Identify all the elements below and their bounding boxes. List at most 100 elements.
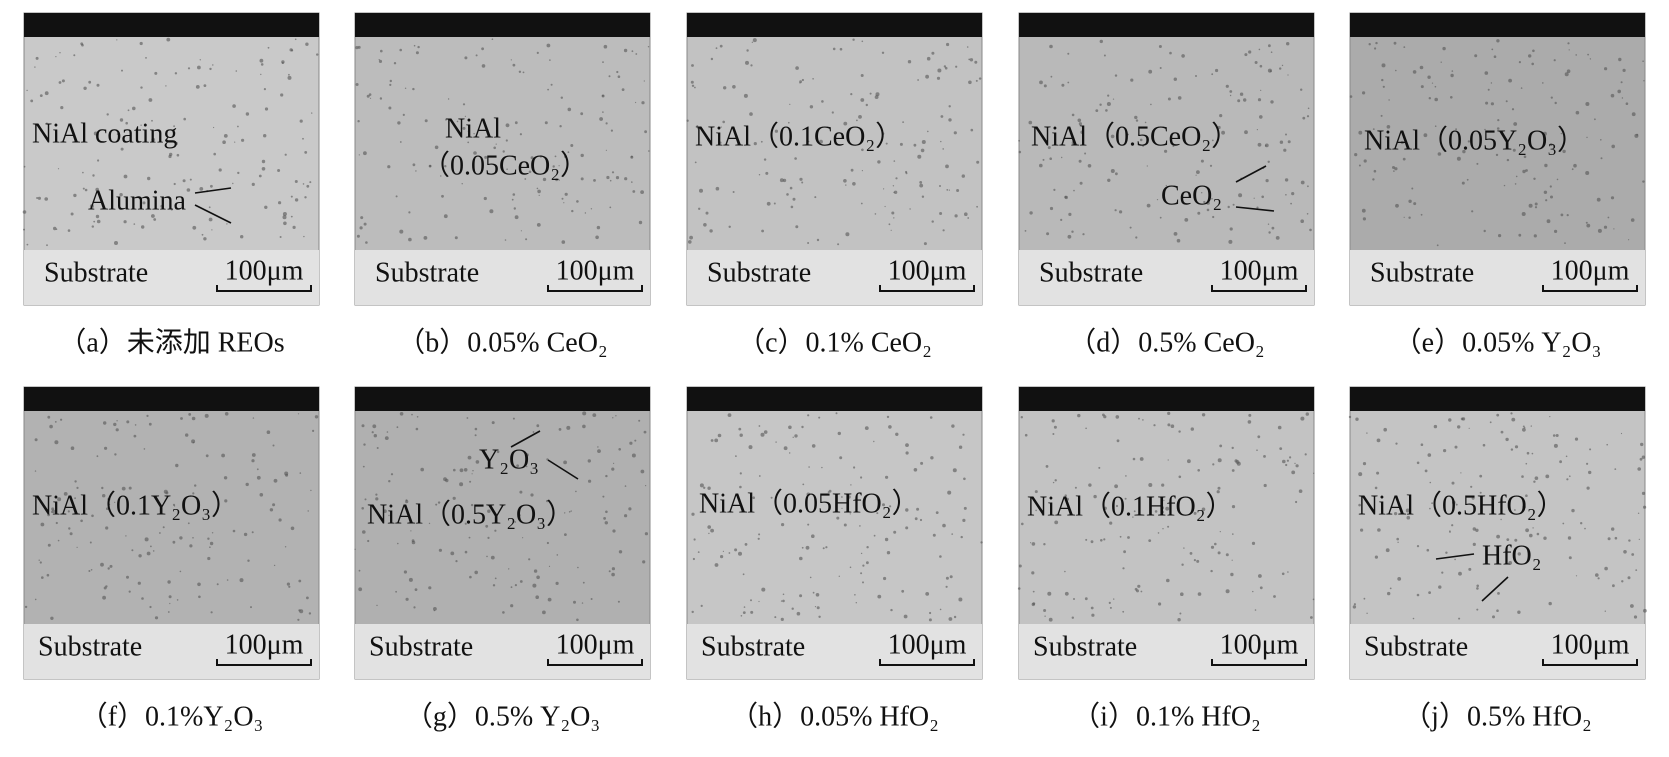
pore (1600, 157, 1603, 160)
pore (1623, 550, 1627, 554)
pore (411, 540, 416, 545)
pore (481, 47, 484, 51)
pore (289, 48, 293, 52)
pore (189, 495, 192, 497)
pore (1437, 152, 1442, 156)
pore (1053, 425, 1057, 429)
pore (483, 196, 487, 201)
pore (905, 170, 908, 174)
pore (850, 484, 852, 486)
pore (722, 120, 725, 124)
pore (1562, 149, 1566, 154)
pore (860, 476, 863, 479)
pore (1596, 197, 1601, 202)
pore (546, 499, 549, 503)
pore (512, 193, 516, 196)
pore (605, 474, 608, 478)
pore (302, 137, 304, 140)
pore (372, 424, 377, 429)
pore (1041, 513, 1044, 516)
pore (26, 243, 29, 246)
pore (441, 194, 444, 198)
pore (1466, 178, 1469, 181)
pore (593, 179, 596, 182)
pore (544, 121, 548, 125)
pore (1279, 140, 1284, 144)
pore (611, 572, 615, 577)
pore (952, 468, 957, 473)
pore (376, 447, 379, 449)
pore (1454, 445, 1458, 449)
pore (547, 88, 549, 91)
pore (818, 615, 821, 618)
pore (715, 186, 720, 191)
pore (1129, 226, 1132, 229)
pore (142, 201, 146, 205)
pore (307, 510, 309, 512)
pore (1248, 413, 1252, 417)
pore (799, 594, 803, 598)
pore (1259, 115, 1263, 119)
pore (603, 517, 606, 520)
pore (710, 57, 714, 61)
pore (1461, 417, 1466, 421)
pore (473, 151, 477, 155)
pore (815, 593, 820, 597)
pore (1584, 527, 1586, 530)
pore (1392, 166, 1395, 169)
pore (1103, 54, 1106, 57)
scale-bar (547, 285, 643, 292)
pore (263, 134, 267, 138)
pore (467, 130, 470, 133)
pore (148, 98, 153, 102)
pore (883, 576, 887, 581)
pore (719, 44, 723, 48)
pore (1232, 203, 1235, 206)
pore (437, 501, 441, 504)
pore (691, 610, 694, 614)
pore (91, 225, 95, 228)
pore (760, 140, 763, 143)
pore (1034, 490, 1038, 494)
pore (505, 139, 508, 142)
pore (203, 237, 207, 241)
pore (1197, 469, 1200, 472)
pore (1085, 427, 1087, 430)
pore (365, 241, 368, 244)
pore (232, 529, 236, 533)
pore (510, 59, 512, 61)
pore (1161, 510, 1164, 514)
pore (187, 522, 190, 525)
top-layer (355, 13, 650, 37)
pore (615, 176, 620, 180)
pore (707, 525, 711, 529)
pore (166, 37, 171, 42)
pore (1571, 508, 1575, 513)
pore (1281, 64, 1284, 67)
pore (1387, 591, 1391, 596)
pore (970, 128, 974, 132)
pore (612, 529, 616, 533)
pore (82, 187, 85, 190)
pore (303, 235, 305, 238)
pore (211, 229, 213, 231)
pore (159, 532, 161, 534)
pore (1455, 128, 1457, 131)
pore (74, 480, 77, 483)
pore (74, 497, 76, 500)
pore (223, 476, 228, 480)
pore (471, 473, 473, 475)
scale-bar (1211, 285, 1307, 292)
pore (49, 424, 53, 429)
pore (743, 606, 746, 608)
pore (1530, 146, 1534, 150)
pore (1361, 208, 1366, 213)
pore (34, 438, 38, 442)
pore (119, 118, 124, 122)
pore (1522, 427, 1526, 432)
pore (410, 530, 412, 532)
pore (221, 453, 226, 458)
top-layer (1350, 387, 1645, 411)
pore (643, 430, 647, 434)
pore (890, 229, 892, 231)
